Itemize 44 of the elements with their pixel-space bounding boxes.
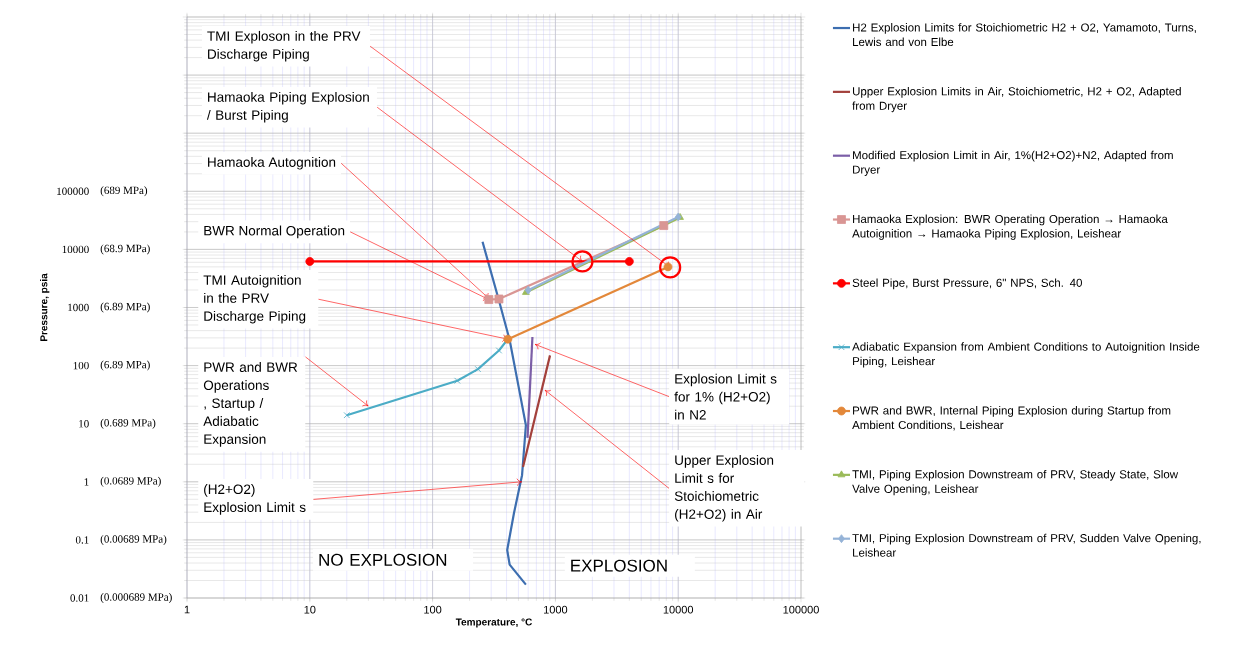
y-tick-label: 10000 (62, 245, 89, 254)
legend-label: Modified Explosion Limit in Air, 1%(H2+O2)+N2, Adapted from Dryer (853, 150, 1173, 176)
annotation: (H2+O2) Explosion Limit s (204, 484, 306, 515)
y-tick-label: 1000 (68, 303, 89, 312)
text: (0.000689 MPa) (100, 593, 172, 603)
legend-label: Hamaoka Explosion: BWR Operating Operation → Hamaoka Autoignition → Hamaoka Piping Explosion, Leishear (852, 214, 1168, 240)
text: (0.0689 MPa) (100, 476, 161, 487)
x-tick-label: 1 (184, 605, 190, 614)
y-tick-label: 10 (79, 420, 89, 428)
text: (0.00689 MPa) (100, 534, 167, 545)
text: (6.89 MPa) (100, 302, 150, 313)
y-tick-label: 1 (84, 478, 89, 486)
legend-label: Upper Explosion Limits in Air, Stoichiometric, H2 + O2, Adapted from Dryer (852, 86, 1181, 113)
legend-label: Steel Pipe, Burst Pressure, 6" NPS, Sch. 40 (852, 278, 1082, 290)
y-axis-title: Pressure, psia (40, 273, 50, 342)
legend-label: H2 Explosion Limits for Stoichiometric H2 + O2, Yamamoto, Turns, Lewis and von Elbe (853, 23, 1196, 47)
annotation: Explosion Limit s for 1% (H2+O2) in N2 (674, 373, 777, 420)
x-tick-label: 10000 (663, 605, 694, 614)
y-tick-label: 100000 (57, 187, 89, 196)
annotation: PWR and BWR Operations , Startup / Adiabatic Expansion (203, 362, 298, 447)
annotation: Hamaoka Piping Explosion / Burst Piping (206, 91, 369, 123)
text: (689 MPa) (100, 186, 148, 197)
x-tick-label: 100000 (783, 605, 819, 614)
y-tick-label: 0.01 (70, 594, 89, 602)
text: (68.9 MPa) (100, 244, 150, 255)
legend-label: Adiabatic Expansion from Ambient Conditions to Autoignition Inside Piping, Leishear (852, 342, 1200, 368)
x-tick-label: 100 (424, 605, 442, 614)
legend-label: PWR and BWR, Internal Piping Explosion during Startup from Ambient Conditions, Leishear (852, 406, 1171, 431)
annotation: EXPLOSION (571, 559, 667, 572)
y-tick-label: 0.1 (75, 536, 89, 544)
annotation: BWR Normal Operation (204, 225, 345, 239)
annotation: TMI Exploson in the PRV Discharge Piping (207, 30, 361, 62)
legend-label: TMI, Piping Explosion Downstream of PRV, Steady State, Slow Valve Opening, Leishear (852, 469, 1179, 496)
x-tick-label: 10 (304, 605, 316, 614)
text: (6.89 MPa) (100, 360, 150, 371)
y-tick-label: 100 (73, 361, 89, 370)
x-tick-label: 1000 (544, 605, 568, 614)
annotation: NO EXPLOSION (319, 553, 447, 566)
annotation: Upper Explosion Limit s for Stoichiometric (H2+O2) in Air (674, 455, 774, 522)
legend-label: TMI, Piping Explosion Downstream of PRV, Sudden Valve Opening, Leishear (852, 533, 1201, 557)
x-axis-title: Temperature, °C (455, 618, 533, 628)
annotation: TMI Autoignition in the PRV Discharge Piping (203, 274, 306, 324)
text: (0.689 MPa) (100, 418, 156, 429)
annotation: Hamaoka Autognition (208, 156, 336, 170)
